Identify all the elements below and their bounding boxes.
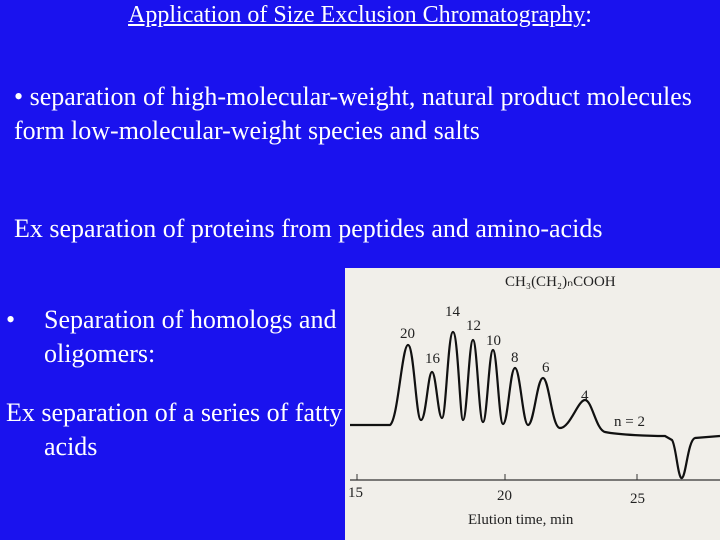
- title-text: Application of Size Exclusion Chromatogr…: [128, 2, 586, 28]
- x-tick-label: 15: [348, 485, 363, 501]
- bullet-text: Separation of homologs and oligomers:: [44, 305, 337, 368]
- x-tick-label: 20: [497, 488, 512, 504]
- x-axis-label: Elution time, min: [468, 512, 574, 528]
- peak-label: 16: [425, 351, 441, 367]
- peak-label: 4: [581, 388, 589, 404]
- paragraph: • separation of high-molecular-weight, n…: [14, 82, 692, 145]
- peak-label: 14: [445, 304, 461, 320]
- formula: CH₃(CH₂)ₙCOOH: [505, 274, 616, 290]
- x-tick-label: 25: [630, 491, 645, 507]
- peak-label: 12: [466, 318, 481, 334]
- chromatogram-trace: [350, 330, 720, 480]
- bullet-marker: •: [6, 305, 16, 334]
- title-suffix: :: [585, 2, 592, 28]
- peak-label: 20: [400, 326, 415, 342]
- peak-label: 8: [511, 350, 519, 366]
- peak-label: 10: [486, 333, 501, 349]
- paragraph: Ex separation of proteins from peptides …: [14, 214, 603, 243]
- figure-background: [345, 268, 720, 540]
- example: Ex separation of a series of fatty acids: [6, 398, 343, 461]
- title: Application of Size Exclusion Chromatogr…: [0, 0, 720, 30]
- peak-label: n = 2: [614, 414, 645, 430]
- peak-label: 6: [542, 360, 550, 376]
